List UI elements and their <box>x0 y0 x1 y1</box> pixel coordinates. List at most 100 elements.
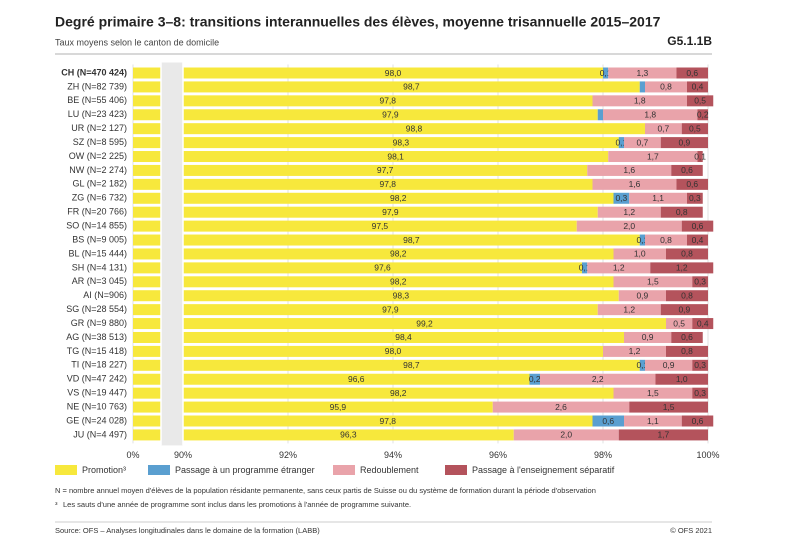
value-label: 0,9 <box>663 360 675 370</box>
bar-segment <box>133 318 666 330</box>
value-label: 0,6 <box>692 416 704 426</box>
category-label: SH (N=4 131) <box>72 262 127 272</box>
bar-segment <box>660 206 703 218</box>
bar-segment <box>681 123 708 135</box>
legend-swatch <box>148 465 170 475</box>
category-label: BS (N=9 005) <box>72 234 127 244</box>
bar-segment <box>133 192 614 204</box>
bar-segment <box>687 192 703 204</box>
value-label: 0,3 <box>694 277 706 287</box>
bar-segment <box>576 220 682 232</box>
value-label: 0,1 <box>579 263 591 273</box>
bar-segment <box>624 137 661 149</box>
source: Source: OFS – Analyses longitudinales da… <box>55 526 320 535</box>
bar-segment <box>133 359 640 371</box>
legend-swatch <box>333 465 355 475</box>
value-label: 0,9 <box>642 332 654 342</box>
value-label: 0,6 <box>692 221 704 231</box>
value-label: 98,1 <box>387 151 404 161</box>
x-tick-label: 90% <box>174 450 192 460</box>
bar-segment <box>133 151 609 163</box>
bar-segment <box>133 345 603 357</box>
legend-label: Redoublement <box>360 465 419 475</box>
category-label: VS (N=19 447) <box>67 388 127 398</box>
value-label: 1,1 <box>652 193 664 203</box>
bar-segment <box>681 415 714 427</box>
x-tick-label: 96% <box>489 450 507 460</box>
bar-segment <box>529 373 540 385</box>
category-label: UR (N=2 127) <box>71 123 127 133</box>
note: N = nombre annuel moyen d'élèves de la p… <box>55 486 596 495</box>
value-label: 1,0 <box>634 249 646 259</box>
bar-segment <box>697 151 703 163</box>
value-label: 1,0 <box>676 374 688 384</box>
bar-segment <box>655 373 708 385</box>
category-label: AR (N=3 045) <box>72 276 127 286</box>
value-label: 1,2 <box>613 263 625 273</box>
value-label: 98,7 <box>403 235 420 245</box>
value-label: 0,8 <box>681 346 693 356</box>
bar-segment <box>133 276 614 288</box>
bar-segment <box>618 137 624 149</box>
value-label: 0,9 <box>678 137 690 147</box>
bar-segment <box>639 234 645 246</box>
category-label: NE (N=10 763) <box>67 401 127 411</box>
value-label: 96,3 <box>340 430 357 440</box>
value-label: 98,4 <box>395 332 412 342</box>
bar-segment <box>629 192 687 204</box>
value-label: 98,2 <box>390 249 407 259</box>
bar-segment <box>597 109 603 121</box>
bar-segment <box>613 192 630 204</box>
bar-segment <box>687 234 708 246</box>
value-label: 0,3 <box>694 388 706 398</box>
bar-segment <box>133 81 640 93</box>
category-label: ZH (N=82 739) <box>67 81 127 91</box>
bar-segment <box>645 359 693 371</box>
value-label: 97,8 <box>379 179 396 189</box>
bar-segment <box>639 81 645 93</box>
chart-code: G5.1.1B <box>667 34 712 48</box>
chart-subtitle: Taux moyens selon le canton de domicile <box>55 37 219 47</box>
axis-break <box>161 62 183 446</box>
footnote-marker: ³ <box>55 500 58 509</box>
bar-segment <box>660 304 708 316</box>
bar-segment <box>133 304 598 316</box>
legend-swatch <box>445 465 467 475</box>
value-label: 1,5 <box>663 402 675 412</box>
bar-segment <box>133 401 493 413</box>
bar-segment <box>676 67 708 79</box>
value-label: 0,5 <box>694 96 706 106</box>
bar-segment <box>692 359 708 371</box>
bar-segment <box>671 331 703 343</box>
category-label: OW (N=2 225) <box>69 151 127 161</box>
value-label: 0,6 <box>681 332 693 342</box>
value-label: 2,0 <box>623 221 635 231</box>
bar-segment <box>618 429 708 441</box>
value-label: 0,1 <box>615 137 627 147</box>
bar-segment <box>133 290 619 302</box>
category-label: BE (N=55 406) <box>67 95 127 105</box>
bar-segment <box>645 123 682 135</box>
bar-segment <box>133 429 514 441</box>
bar-segment <box>687 81 708 93</box>
value-label: 0,8 <box>676 207 688 217</box>
bar-segment <box>133 109 598 121</box>
value-label: 97,9 <box>382 304 399 314</box>
x-tick-label: 0% <box>126 450 139 460</box>
value-label: 2,2 <box>592 374 604 384</box>
value-label: 0,3 <box>689 193 701 203</box>
category-label: SO (N=14 855) <box>66 220 127 230</box>
bar-segment <box>645 81 687 93</box>
bar-segment <box>133 206 598 218</box>
value-label: 0,6 <box>681 165 693 175</box>
value-label: 1,2 <box>676 263 688 273</box>
bar-segment <box>603 67 609 79</box>
bar-segment <box>629 401 708 413</box>
footnote-text: Les sauts d'une année de programme sont … <box>63 500 411 509</box>
bar-segment <box>692 387 708 399</box>
bar-segment <box>692 318 714 330</box>
category-label: CH (N=470 424) <box>61 67 127 77</box>
category-label: SG (N=28 554) <box>66 304 127 314</box>
bar-segment <box>697 109 708 121</box>
